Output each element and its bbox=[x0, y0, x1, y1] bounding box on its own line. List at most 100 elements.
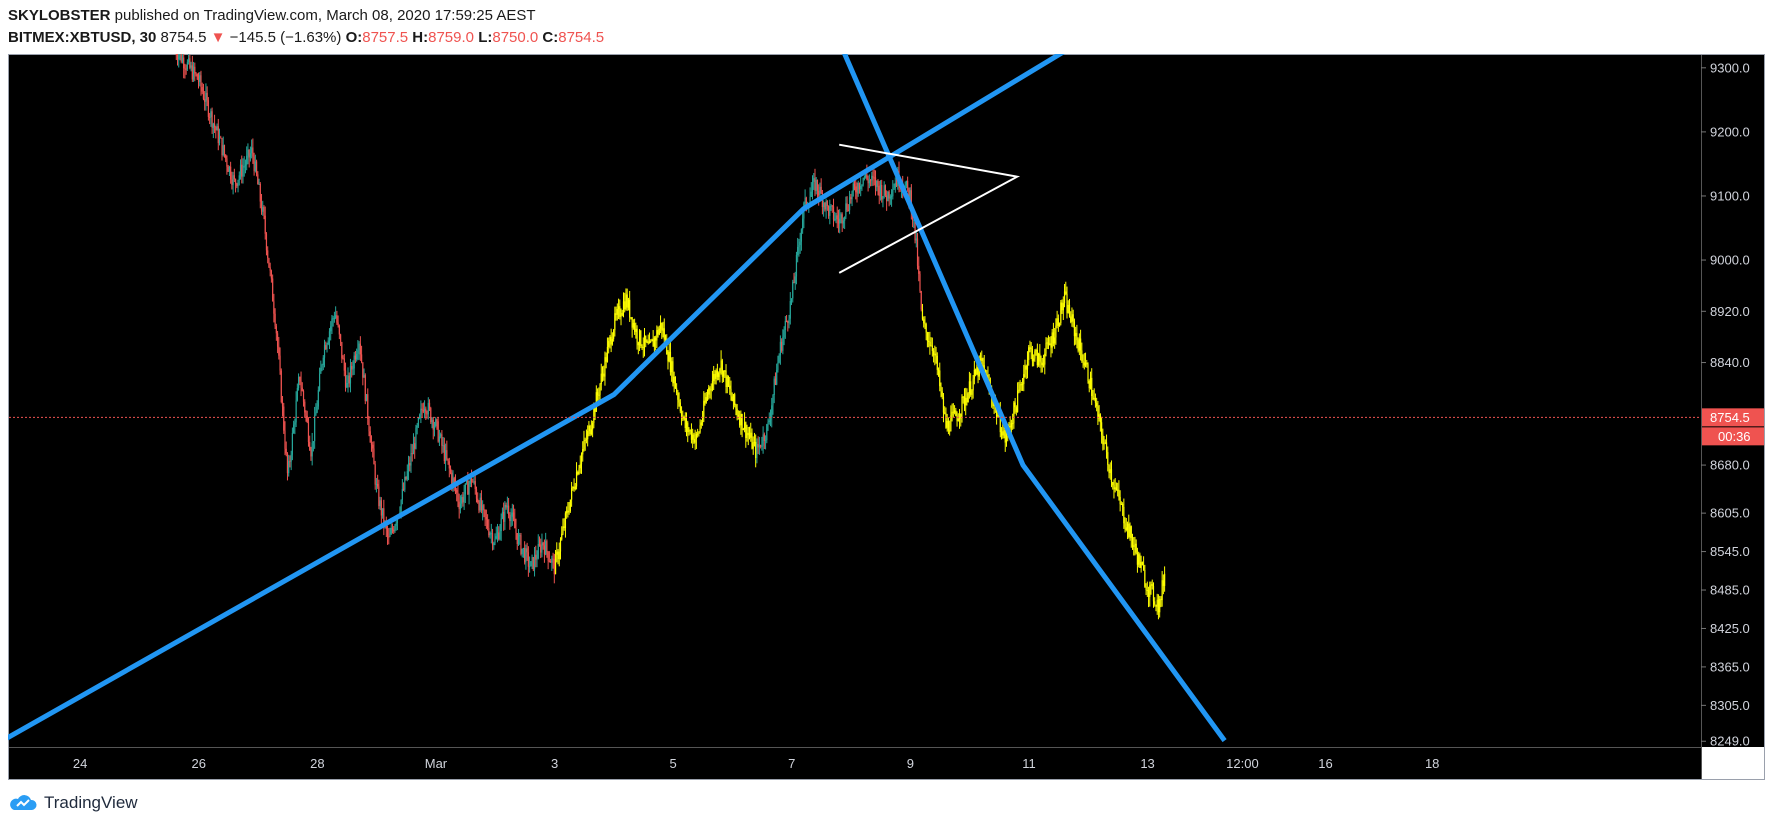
candle-body bbox=[258, 183, 260, 185]
candle-body bbox=[417, 418, 420, 426]
candle-body bbox=[204, 98, 206, 102]
candle-body bbox=[524, 548, 526, 563]
candle-body bbox=[1071, 314, 1073, 323]
candle-body bbox=[1145, 586, 1147, 591]
candle-body bbox=[1114, 487, 1116, 490]
candle-body bbox=[1101, 422, 1103, 435]
candle-body bbox=[804, 197, 806, 204]
candle-body bbox=[826, 201, 828, 207]
candle-body bbox=[701, 416, 704, 423]
candle-body bbox=[883, 185, 885, 197]
symbol-name[interactable]: BITMEX:XBTUSD bbox=[8, 29, 132, 46]
candle-body bbox=[211, 111, 213, 128]
candle-body bbox=[207, 100, 209, 117]
candle-body bbox=[983, 365, 985, 370]
candle-body bbox=[1134, 543, 1136, 546]
candle-body bbox=[971, 390, 973, 395]
candle-body bbox=[598, 394, 600, 396]
price-tick-label: 8249.0 bbox=[1710, 734, 1750, 749]
candle-body bbox=[1009, 425, 1011, 428]
candle-body bbox=[351, 365, 353, 370]
falling-trendline bbox=[841, 54, 1227, 743]
candle-body bbox=[865, 174, 867, 178]
candle-body bbox=[790, 298, 793, 302]
candle-body bbox=[823, 203, 825, 208]
candle-body bbox=[614, 313, 616, 331]
candle-body bbox=[966, 397, 968, 403]
candle-body bbox=[683, 416, 685, 418]
candle-body bbox=[677, 392, 679, 400]
candle-body bbox=[1012, 423, 1014, 425]
candle-body bbox=[1045, 342, 1047, 354]
candle-body bbox=[473, 481, 475, 483]
candle-body bbox=[1067, 304, 1069, 313]
candle-body bbox=[992, 398, 994, 406]
down-arrow-icon: ▼ bbox=[210, 29, 226, 46]
candle-body bbox=[609, 336, 611, 342]
candle-body bbox=[624, 301, 626, 310]
candle-body bbox=[414, 443, 416, 449]
candle-body bbox=[390, 527, 392, 534]
candle-body bbox=[1120, 504, 1122, 506]
candle-body bbox=[478, 502, 480, 511]
candle-body bbox=[968, 381, 971, 394]
author-name[interactable]: SKYLOBSTER bbox=[8, 7, 111, 24]
candle-body bbox=[909, 190, 911, 200]
candle-body bbox=[499, 531, 501, 540]
candle-body bbox=[441, 434, 443, 446]
tradingview-logo[interactable]: TradingView bbox=[8, 793, 138, 813]
candle-body bbox=[210, 111, 212, 118]
candle-body bbox=[742, 428, 744, 430]
candle-body bbox=[950, 415, 952, 432]
candle-body bbox=[199, 75, 201, 82]
candle-body bbox=[400, 500, 402, 513]
candle-body bbox=[405, 476, 407, 480]
candle-body bbox=[674, 376, 676, 389]
candle-body bbox=[181, 57, 184, 62]
candle-body bbox=[411, 453, 413, 455]
candle-body bbox=[760, 444, 762, 447]
candle-body bbox=[531, 557, 533, 562]
price-tick-label: 8485.0 bbox=[1710, 583, 1750, 598]
candle-body bbox=[1115, 487, 1118, 491]
candle-body bbox=[294, 422, 296, 425]
candle-body bbox=[1112, 482, 1114, 486]
candle-body bbox=[1036, 349, 1038, 366]
candle-body bbox=[1123, 506, 1125, 524]
time-tick-label: 26 bbox=[192, 756, 206, 771]
candle-body bbox=[739, 417, 741, 426]
candle-body bbox=[794, 276, 796, 283]
candle-body bbox=[230, 166, 232, 180]
candle-body bbox=[735, 405, 737, 409]
candle-body bbox=[757, 444, 759, 448]
candle-body bbox=[777, 362, 779, 370]
candle-body bbox=[375, 483, 378, 485]
candle-body bbox=[915, 238, 917, 241]
candle-body bbox=[540, 544, 542, 553]
candle-body bbox=[359, 343, 361, 355]
chart-area[interactable]: 9300.0 9200.0 9100.0 9000.0 8920.0 8840.0 8680… bbox=[8, 54, 1765, 780]
candle-body bbox=[1081, 350, 1083, 361]
candle-body bbox=[444, 450, 447, 462]
candle-body bbox=[1060, 302, 1062, 324]
candle-body bbox=[661, 322, 663, 331]
candle-body bbox=[1131, 538, 1134, 547]
candle-body bbox=[412, 443, 415, 455]
candle-body bbox=[622, 301, 625, 313]
candle-body bbox=[1003, 430, 1005, 432]
candle-body bbox=[291, 432, 294, 455]
candle-body bbox=[274, 313, 276, 327]
candle-body bbox=[603, 373, 605, 377]
candle-body bbox=[962, 396, 964, 398]
candle-body bbox=[461, 497, 463, 504]
candle-body bbox=[764, 440, 767, 442]
candle-body bbox=[296, 388, 298, 401]
candle-body bbox=[606, 346, 609, 362]
candle-body bbox=[1109, 469, 1111, 473]
candle-body bbox=[241, 164, 243, 177]
candle-body bbox=[226, 158, 228, 167]
candle-body bbox=[734, 394, 736, 406]
candle-body bbox=[559, 539, 562, 552]
candle-body bbox=[495, 536, 497, 539]
candle-body bbox=[1160, 598, 1162, 601]
